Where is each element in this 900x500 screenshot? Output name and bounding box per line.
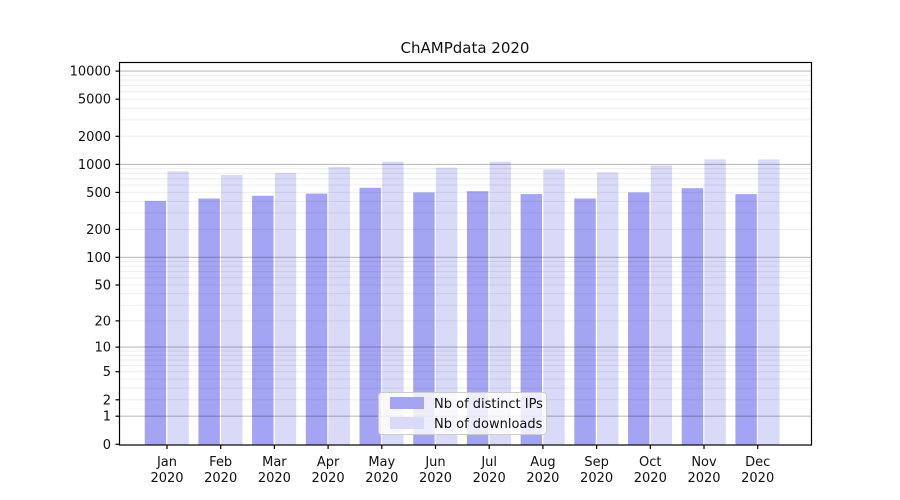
bar-nb-of-distinct-ips-jul [466,191,489,445]
x-tick-label-aug: Aug [530,455,555,470]
bar-nb-of-downloads-sep [597,172,619,445]
x-tick-label-jul: Jul [480,455,497,470]
y-tick-label-10: 10 [94,341,111,356]
y-tick-label-20: 20 [94,314,111,329]
axis-layer: 012510205010020050010002000500010000Jan2… [70,65,775,486]
bar-nb-of-downloads-mar [274,172,297,445]
grid-layer [120,70,811,417]
x-tick-label-mar: Mar [262,455,287,470]
bar-nb-of-downloads-feb [221,174,243,445]
bar-nb-of-downloads-aug [543,169,565,445]
x-tick-label-dec: Dec [745,455,770,470]
x-tick-label-jan: Jan [156,455,177,470]
bar-nb-of-downloads-may [382,161,404,445]
bars-layer [144,159,780,445]
y-tick-label-5: 5 [103,365,111,380]
x-tick-label-sep: Sep [584,455,609,470]
y-tick-label-500: 500 [86,186,111,201]
y-tick-label-2: 2 [103,393,111,408]
y-tick-label-10000: 10000 [70,65,111,80]
y-tick-label-1: 1 [103,410,111,425]
bar-nb-of-downloads-dec [758,159,780,445]
y-tick-label-1000: 1000 [78,158,111,173]
x-tick-label-oct: Oct [639,455,661,470]
x-tick-label-year-feb: 2020 [204,471,237,486]
legend: Nb of distinct IPs Nb of downloads [378,392,547,435]
x-tick-label-year-mar: 2020 [258,471,291,486]
bar-nb-of-downloads-jun [435,167,458,445]
bar-nb-of-distinct-ips-sep [574,198,596,445]
bar-nb-of-downloads-jan [167,171,189,445]
y-tick-label-5000: 5000 [78,93,111,108]
bar-nb-of-distinct-ips-jan [144,200,167,445]
bar-nb-of-distinct-ips-feb [198,198,220,445]
plot-border [118,61,813,446]
x-tick-label-year-jul: 2020 [473,471,506,486]
legend-swatch-distinct-ips [390,397,424,409]
x-tick-label-jun: Jun [424,455,445,470]
y-tick-label-50: 50 [94,279,111,294]
bar-nb-of-distinct-ips-apr [305,193,328,445]
bar-nb-of-distinct-ips-may [359,187,381,445]
x-tick-label-may: May [368,455,395,470]
x-tick-label-year-nov: 2020 [687,471,720,486]
chart-title: ChAMPdata 2020 [401,39,530,57]
x-tick-label-year-aug: 2020 [526,471,559,486]
bar-nb-of-distinct-ips-mar [252,195,274,445]
bar-nb-of-distinct-ips-dec [735,194,757,445]
legend-label-distinct-ips: Nb of distinct IPs [434,397,543,412]
x-tick-label-year-jun: 2020 [419,471,452,486]
x-tick-label-feb: Feb [209,455,232,470]
y-tick-label-2000: 2000 [78,130,111,145]
bar-nb-of-distinct-ips-oct [628,192,650,445]
x-tick-label-nov: Nov [691,455,717,470]
x-tick-label-year-jan: 2020 [150,471,183,486]
x-tick-label-apr: Apr [317,455,340,470]
bar-nb-of-distinct-ips-nov [681,188,704,445]
x-tick-label-year-sep: 2020 [580,471,613,486]
legend-label-downloads: Nb of downloads [434,417,543,432]
bar-nb-of-distinct-ips-jun [413,192,435,445]
y-tick-label-200: 200 [86,223,111,238]
y-tick-label-0: 0 [103,438,111,453]
bar-nb-of-downloads-nov [704,159,726,445]
x-tick-label-year-may: 2020 [365,471,398,486]
x-tick-label-year-apr: 2020 [312,471,345,486]
x-tick-label-year-oct: 2020 [634,471,667,486]
legend-swatch-downloads [390,417,424,429]
bar-nb-of-downloads-jul [489,161,511,445]
x-tick-label-year-dec: 2020 [741,471,774,486]
bar-nb-of-distinct-ips-aug [520,194,542,445]
bar-nb-of-downloads-apr [328,166,350,445]
y-tick-label-100: 100 [86,251,111,266]
bar-nb-of-downloads-oct [650,165,673,445]
